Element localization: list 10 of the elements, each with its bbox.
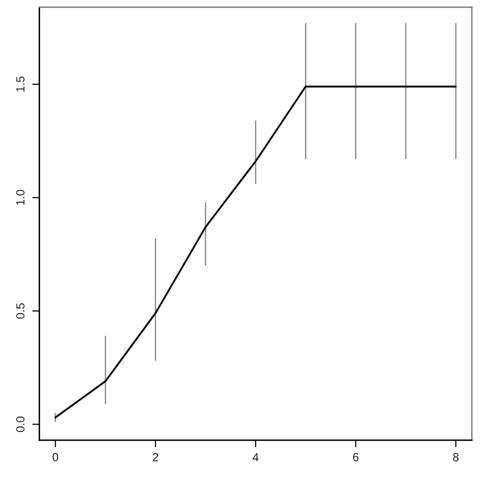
x-tick-label: 4 [252, 453, 259, 462]
x-tick-label: 6 [353, 452, 358, 462]
x-tick-label: 0 [52, 452, 58, 462]
line-series [54, 86, 457, 418]
x-tick-label: 2 [152, 452, 158, 462]
y-tick-label: 0.0 [16, 416, 25, 432]
y-tick-label: 0.5 [16, 303, 25, 319]
y-tick-label: 1.5 [16, 76, 25, 92]
x-tick-label: 8 [453, 452, 459, 462]
y-tick-label: 1.0 [16, 190, 25, 205]
